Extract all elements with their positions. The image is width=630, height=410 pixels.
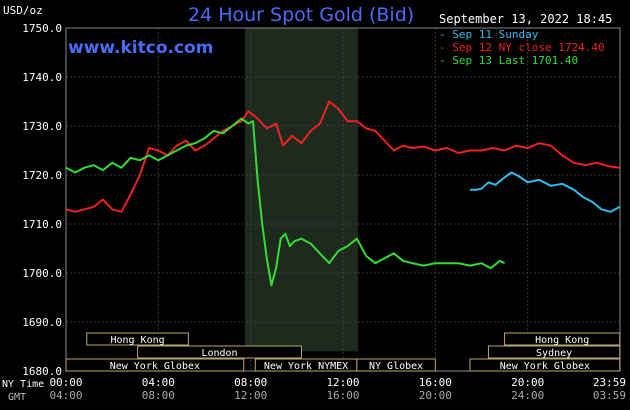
series-line [470,171,621,213]
y-tick-label: 1710.0 [22,218,62,231]
x-tick-gmt: 16:00 [326,389,359,402]
gmt-label: GMT [8,392,27,403]
x-tick-ny: 08:00 [234,376,267,389]
y-tick-label: 1750.0 [22,22,62,35]
highlight-band [244,28,359,352]
y-axis-unit: USD/oz [3,4,43,17]
x-tick-ny: 16:00 [419,376,452,389]
session-box [86,332,189,346]
series-line [65,117,506,287]
session-label: Hong Kong [110,335,164,346]
series-line [65,100,620,213]
x-tick-ny: 00:00 [49,376,82,389]
ny-time-label: NY Time [2,379,45,390]
session-label: London [201,348,237,359]
x-tick-gmt: 08:00 [142,389,175,402]
session-box [504,332,621,346]
legend-item-last: - Sep 13 Last 1701.40 [439,54,605,67]
session-box [487,345,621,359]
x-tick-gmt: 12:00 [234,389,267,402]
x-tick-gmt: 04:00 [49,389,82,402]
session-label: New York NYMEX [264,361,348,372]
x-tick-gmt: 03:59 [593,389,626,402]
y-tick-label: 1730.0 [22,120,62,133]
x-axis-ticks: 00:0004:0004:0008:0008:0012:0012:0016:00… [49,376,626,402]
legend-label: - Sep 12 NY close 1724.40 [439,41,605,54]
session-box [469,358,621,372]
legend-item-sunday: - Sep 11 Sunday [439,28,605,41]
y-tick-label: 1740.0 [22,71,62,84]
x-tick-gmt: 24:00 [511,389,544,402]
session-box [137,345,302,359]
legend-item-ny-close: - Sep 12 NY close 1724.40 [439,41,605,54]
session-label: New York Globex [110,361,200,372]
market-sessions: Hong Kong Hong Kong London Sydney New York G… [65,332,621,372]
session-box [65,358,245,372]
x-tick-ny: 04:00 [142,376,175,389]
session-box [356,358,436,372]
session-label: New York Globex [500,361,590,372]
y-tick-label: 1700.0 [22,267,62,280]
session-label: Sydney [536,348,572,359]
chart-title: 24 Hour Spot Gold (Bid) [188,4,415,26]
session-label: Hong Kong [535,335,589,346]
x-tick-ny: 20:00 [511,376,544,389]
x-tick-gmt: 20:00 [419,389,452,402]
session-label: NY Globex [369,361,423,372]
site-link[interactable]: www.kitco.com [68,38,214,58]
legend-label: - Sep 13 Last 1701.40 [439,54,579,67]
y-tick-label: 1720.0 [22,169,62,182]
y-axis-ticks: 1680.0 1690.0 1700.0 1710.0 1720.0 1730.0 1740… [22,22,62,378]
y-tick-label: 1680.0 [22,365,62,378]
y-tick-label: 1690.0 [22,316,62,329]
legend-label: - Sep 11 Sunday [439,28,539,41]
chart-date: September 13, 2022 18:45 [439,12,613,26]
x-tick-ny: 23:59 [593,376,626,389]
price-series [65,100,621,287]
legend: - Sep 11 Sunday - Sep 12 NY close 1724.4… [439,28,605,67]
grid [65,27,621,372]
x-tick-ny: 12:00 [326,376,359,389]
